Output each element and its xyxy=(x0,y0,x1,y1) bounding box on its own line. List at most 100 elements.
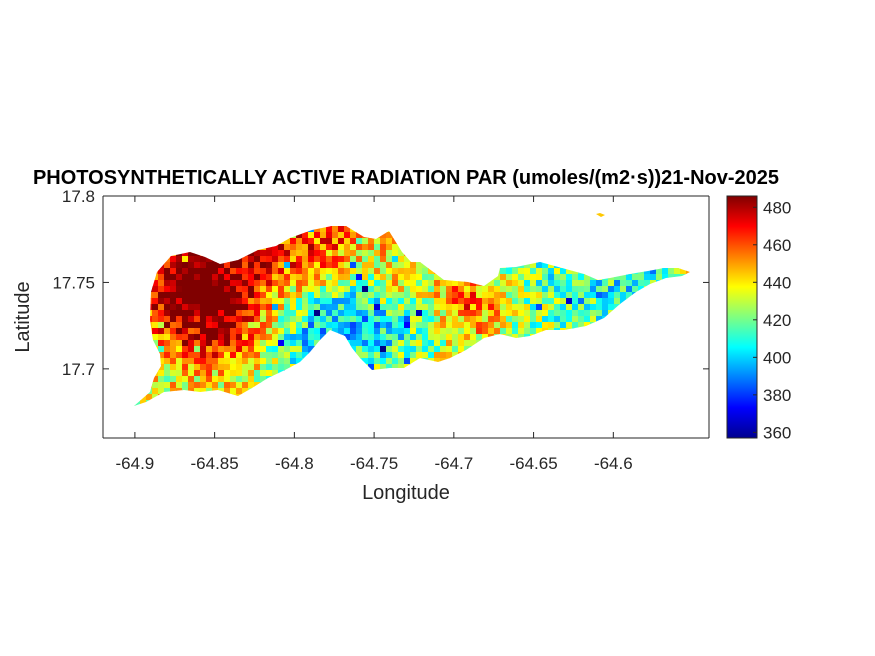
heatmap-cell xyxy=(386,244,393,251)
heatmap-cell xyxy=(650,268,657,275)
heatmap-cell xyxy=(272,304,279,311)
heatmap-cell xyxy=(170,286,177,293)
heatmap-cell xyxy=(344,274,351,281)
heatmap-cell xyxy=(404,316,411,323)
heatmap-cell xyxy=(530,310,537,317)
heatmap-cell xyxy=(554,316,561,323)
heatmap-cell xyxy=(284,262,291,269)
heatmap-cell xyxy=(434,334,441,341)
heatmap-cell xyxy=(386,358,393,365)
heatmap-cell xyxy=(308,268,315,275)
heatmap-cell xyxy=(206,292,213,299)
heatmap-cell xyxy=(446,298,453,305)
heatmap-cell xyxy=(512,310,519,317)
heatmap-cell xyxy=(536,310,543,317)
heatmap-cell xyxy=(254,370,261,377)
heatmap-cell xyxy=(506,292,513,299)
heatmap-cell xyxy=(374,304,381,311)
heatmap-cell xyxy=(176,274,183,281)
heatmap-cell xyxy=(170,346,177,353)
heatmap-cell xyxy=(326,256,333,263)
heatmap-cell xyxy=(266,334,273,341)
heatmap-cell xyxy=(614,280,621,287)
heatmap-cell xyxy=(188,382,195,389)
heatmap-cell xyxy=(386,340,393,347)
heatmap-cell xyxy=(368,352,375,359)
heatmap-cell xyxy=(158,322,165,329)
heatmap-cell xyxy=(320,244,327,251)
heatmap-cell xyxy=(374,298,381,305)
heatmap-cell xyxy=(410,352,417,359)
heatmap-cell xyxy=(350,310,357,317)
heatmap-cell xyxy=(398,334,405,341)
heatmap-cell xyxy=(524,328,531,335)
heatmap-cell xyxy=(230,268,237,275)
heatmap-cell xyxy=(314,262,321,269)
heatmap-cell xyxy=(164,262,171,269)
heatmap-cell xyxy=(188,298,195,305)
heatmap-cell xyxy=(512,316,519,323)
heatmap-cell xyxy=(278,292,285,299)
heatmap-cell xyxy=(416,352,423,359)
heatmap-cell xyxy=(374,268,381,275)
heatmap-cell xyxy=(428,322,435,329)
heatmap-cell xyxy=(266,328,273,335)
heatmap-cell xyxy=(248,358,255,365)
heatmap-cell xyxy=(422,352,429,359)
heatmap-cell xyxy=(260,298,267,305)
heatmap-cell xyxy=(308,316,315,323)
heatmap-cell xyxy=(320,256,327,263)
heatmap-cell xyxy=(602,292,609,299)
heatmap-cell xyxy=(266,316,273,323)
heatmap-cell xyxy=(350,286,357,293)
heatmap-cell xyxy=(656,268,663,275)
heatmap-cell xyxy=(356,346,363,353)
heatmap-cell xyxy=(338,268,345,275)
heatmap-cell xyxy=(248,364,255,371)
heatmap-cell xyxy=(530,298,537,305)
heatmap-cell xyxy=(182,286,189,293)
heatmap-cell xyxy=(260,304,267,311)
heatmap-cell xyxy=(170,376,177,383)
heatmap-cell xyxy=(254,250,261,257)
heatmap-cell xyxy=(266,268,273,275)
heatmap-cell xyxy=(464,334,471,341)
heatmap-cell xyxy=(518,316,525,323)
heatmap-cell xyxy=(530,316,537,323)
heatmap-cell xyxy=(416,346,423,353)
heatmap-cell xyxy=(236,346,243,353)
heatmap-cell xyxy=(566,304,573,311)
par-heatmap-islet xyxy=(596,213,605,217)
heatmap-cell xyxy=(158,364,165,371)
heatmap-cell xyxy=(182,268,189,275)
heatmap-cell xyxy=(644,280,651,287)
heatmap-cell xyxy=(554,298,561,305)
heatmap-cell xyxy=(602,298,609,305)
heatmap-cell xyxy=(332,298,339,305)
heatmap-cell xyxy=(560,310,567,317)
heatmap-cell xyxy=(452,316,459,323)
heatmap-cell xyxy=(542,298,549,305)
heatmap-cell xyxy=(266,286,273,293)
heatmap-cell xyxy=(548,286,555,293)
heatmap-cell xyxy=(290,298,297,305)
heatmap-cell xyxy=(530,262,537,269)
heatmap-cell xyxy=(284,304,291,311)
heatmap-cell xyxy=(410,292,417,299)
heatmap-cell xyxy=(170,358,177,365)
heatmap-cell xyxy=(362,262,369,269)
heatmap-cell xyxy=(290,340,297,347)
heatmap-cell xyxy=(206,358,213,365)
heatmap-cell xyxy=(266,250,273,257)
heatmap-cell xyxy=(296,304,303,311)
heatmap-cell xyxy=(500,280,507,287)
heatmap-cell xyxy=(290,328,297,335)
heatmap-cell xyxy=(404,298,411,305)
heatmap-cell xyxy=(260,316,267,323)
heatmap-cell xyxy=(302,244,309,251)
heatmap-cell xyxy=(596,298,603,305)
heatmap-cell xyxy=(464,280,471,287)
heatmap-cell xyxy=(290,256,297,263)
heatmap-cell xyxy=(260,262,267,269)
heatmap-cell xyxy=(350,280,357,287)
